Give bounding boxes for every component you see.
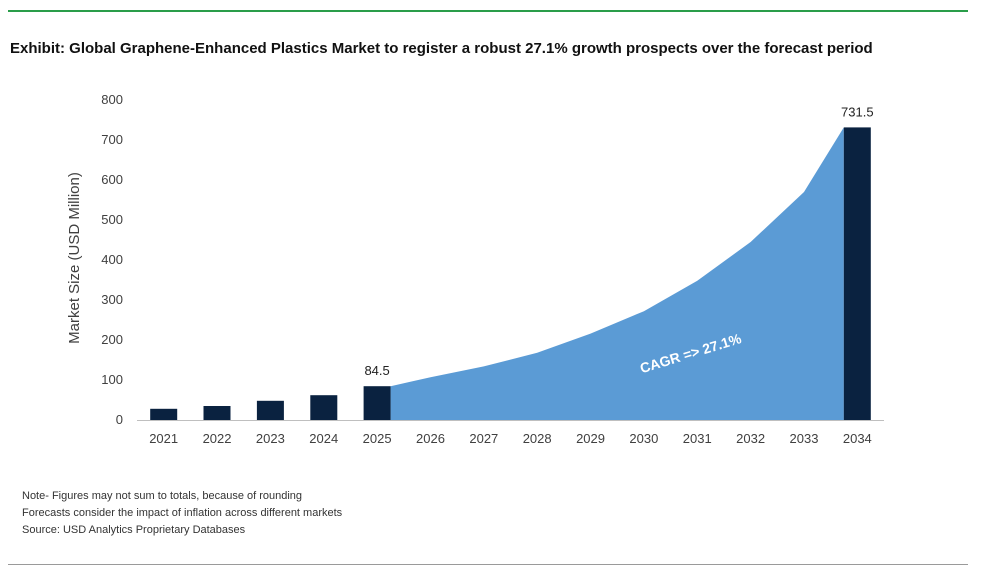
chart-title: Exhibit: Global Graphene-Enhanced Plasti… xyxy=(10,40,873,57)
x-tick-label-2023: 2023 xyxy=(256,431,285,446)
x-tick-label-2032: 2032 xyxy=(736,431,765,446)
data-label-2034: 731.5 xyxy=(841,104,874,119)
y-tick-label: 800 xyxy=(101,92,123,107)
bar-2021 xyxy=(150,408,178,420)
bar-2025 xyxy=(363,386,391,420)
y-tick-label: 100 xyxy=(101,372,123,387)
x-tick-label-2022: 2022 xyxy=(203,431,232,446)
y-tick-label: 200 xyxy=(101,332,123,347)
bar-2034 xyxy=(843,127,871,421)
bar-2024 xyxy=(310,395,338,420)
top-rule xyxy=(8,10,968,12)
x-tick-label-2024: 2024 xyxy=(309,431,338,446)
bar-2022 xyxy=(203,406,231,420)
y-tick-label: 700 xyxy=(101,132,123,147)
bottom-rule xyxy=(8,564,968,565)
x-tick-label-2031: 2031 xyxy=(683,431,712,446)
note-source: Source: USD Analytics Proprietary Databa… xyxy=(22,524,246,536)
data-label-2025: 84.5 xyxy=(364,363,389,378)
forecast-area xyxy=(390,127,844,421)
y-tick-label: 0 xyxy=(116,412,123,427)
y-axis-title: Market Size (USD Million) xyxy=(66,172,83,344)
bar-2023 xyxy=(256,400,284,420)
note-inflation: Forecasts consider the impact of inflati… xyxy=(22,507,343,519)
x-tick-label-2033: 2033 xyxy=(790,431,819,446)
y-tick-label: 300 xyxy=(101,292,123,307)
x-tick-label-2029: 2029 xyxy=(576,431,605,446)
y-tick-label: 500 xyxy=(101,212,123,227)
x-tick-label-2030: 2030 xyxy=(629,431,658,446)
x-tick-label-2034: 2034 xyxy=(843,431,872,446)
chart-notes: Note- Figures may not sum to totals, bec… xyxy=(22,488,342,539)
y-tick-label: 400 xyxy=(101,252,123,267)
x-tick-label-2025: 2025 xyxy=(363,431,392,446)
y-tick-label: 600 xyxy=(101,172,123,187)
note-rounding: Note- Figures may not sum to totals, bec… xyxy=(22,490,303,502)
x-tick-label-2021: 2021 xyxy=(149,431,178,446)
x-tick-label-2027: 2027 xyxy=(469,431,498,446)
x-tick-label-2028: 2028 xyxy=(523,431,552,446)
x-tick-label-2026: 2026 xyxy=(416,431,445,446)
